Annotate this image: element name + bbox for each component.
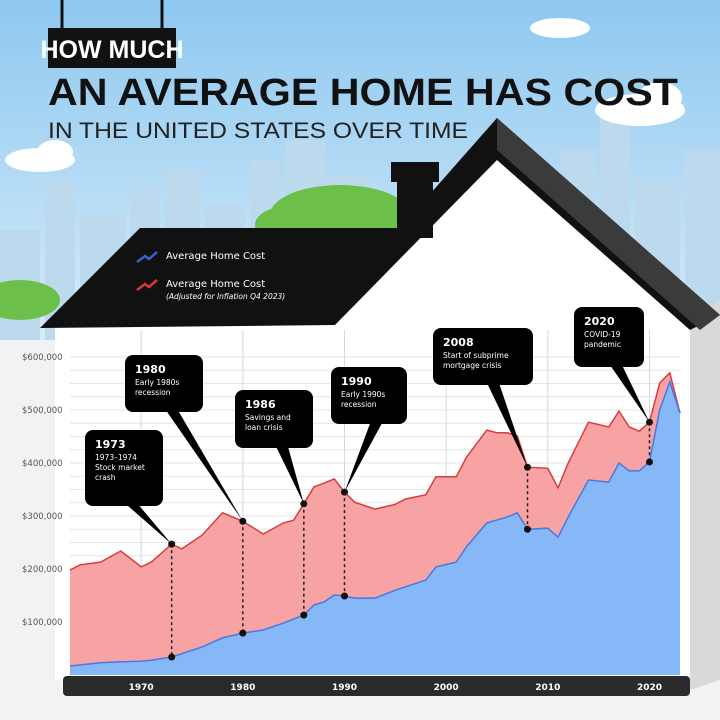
roof-side xyxy=(497,118,720,330)
annotation-pointer xyxy=(344,422,383,493)
annotation-point-adjusted xyxy=(646,418,653,426)
annotation-pointer xyxy=(610,365,650,423)
x-tick-label: 2020 xyxy=(637,683,662,693)
annotation-point-adjusted xyxy=(168,540,176,548)
y-tick-label: $100,000 xyxy=(22,618,63,628)
annotation-pointer xyxy=(487,383,528,468)
annotation-pointer xyxy=(275,446,304,504)
annotation-year: 2020 xyxy=(584,315,615,328)
annotation-point-adjusted xyxy=(300,500,308,508)
x-tick-label: 1980 xyxy=(230,683,255,693)
chimney-cap xyxy=(391,162,439,182)
x-tick-label: 1990 xyxy=(332,683,357,693)
y-tick-label: $500,000 xyxy=(22,406,63,416)
title-line1: HOW MUCH xyxy=(40,36,183,64)
annotation-year: 1986 xyxy=(245,398,276,411)
title-line2: AN AVERAGE HOME HAS COST xyxy=(48,72,678,114)
nominal-line xyxy=(69,379,681,667)
title-line3: IN THE UNITED STATES OVER TIME xyxy=(48,118,468,143)
annotation-text: Early 1980s xyxy=(135,378,179,387)
annotation-text: COVID-19 xyxy=(584,330,621,339)
house-wall-shadow xyxy=(690,300,720,690)
annotation-text: recession xyxy=(341,400,377,409)
annotation-text: pandemic xyxy=(584,340,621,349)
annotation-point-nominal xyxy=(300,611,308,619)
y-tick-label: $300,000 xyxy=(22,512,63,522)
adjusted-line xyxy=(69,371,681,571)
chimney xyxy=(397,178,433,238)
cloud xyxy=(5,18,685,172)
annotation-text: loan crisis xyxy=(245,423,283,432)
annotation-point-nominal xyxy=(239,629,247,637)
x-axis-ticks: 1970 1980 1990 2000 2010 2020 xyxy=(129,683,662,693)
annotation-year: 1980 xyxy=(135,363,166,376)
legend-nominal-label: Average Home Cost xyxy=(166,251,265,262)
annotation-pointer xyxy=(165,410,243,522)
annotation-text: Stock market xyxy=(95,463,145,472)
annotation-point-adjusted xyxy=(341,488,348,496)
legend-adjusted-label: Average Home Cost xyxy=(166,279,265,290)
x-tick-label: 2000 xyxy=(434,683,459,693)
y-axis-ticks: $100,000 $200,000 $300,000 $400,000 $500,000… xyxy=(22,353,63,628)
legend-nominal-swatch xyxy=(136,251,158,263)
annotation-pointer xyxy=(125,504,172,545)
annotation-point-nominal xyxy=(168,653,176,661)
annotation-box xyxy=(85,430,163,506)
annotation-year: 1990 xyxy=(341,375,372,388)
annotation-box xyxy=(331,367,407,424)
annotation-point-nominal xyxy=(341,592,348,600)
title-sign xyxy=(48,28,176,68)
x-axis-bar xyxy=(63,676,690,696)
annotation-point-nominal xyxy=(524,525,531,533)
x-tick-label: 1970 xyxy=(129,683,154,693)
nominal-area xyxy=(70,381,680,675)
legend-adjusted-swatch xyxy=(136,279,158,291)
annotation-point-adjusted xyxy=(524,463,531,471)
y-tick-label: $200,000 xyxy=(22,565,63,575)
annotation-text: Start of subprime xyxy=(443,351,509,360)
annotation-text: crash xyxy=(95,473,116,482)
x-tick-label: 2010 xyxy=(535,683,560,693)
annotation-box xyxy=(574,307,644,367)
legend: Average Home Cost Average Home Cost (Adj… xyxy=(136,251,285,301)
annotation-box xyxy=(235,390,313,448)
annotation-text: recession xyxy=(135,388,171,397)
annotation-text: Savings and xyxy=(245,413,291,422)
annotation-box xyxy=(125,355,203,412)
annotation-text: 1973–1974 xyxy=(95,453,137,462)
y-tick-label: $600,000 xyxy=(22,353,63,363)
annotation-point-adjusted xyxy=(239,517,247,525)
annotation-point-nominal xyxy=(646,458,653,466)
annotation-year: 2008 xyxy=(443,336,474,349)
annotation-text: mortgage crisis xyxy=(443,361,501,370)
legend-adjusted-sublabel: (Adjusted for Inflation Q4 2023) xyxy=(166,292,285,301)
annotation-box xyxy=(433,328,533,385)
annotation-year: 1973 xyxy=(95,438,126,451)
y-tick-label: $400,000 xyxy=(22,459,63,469)
annotation-text: Early 1990s xyxy=(341,390,385,399)
